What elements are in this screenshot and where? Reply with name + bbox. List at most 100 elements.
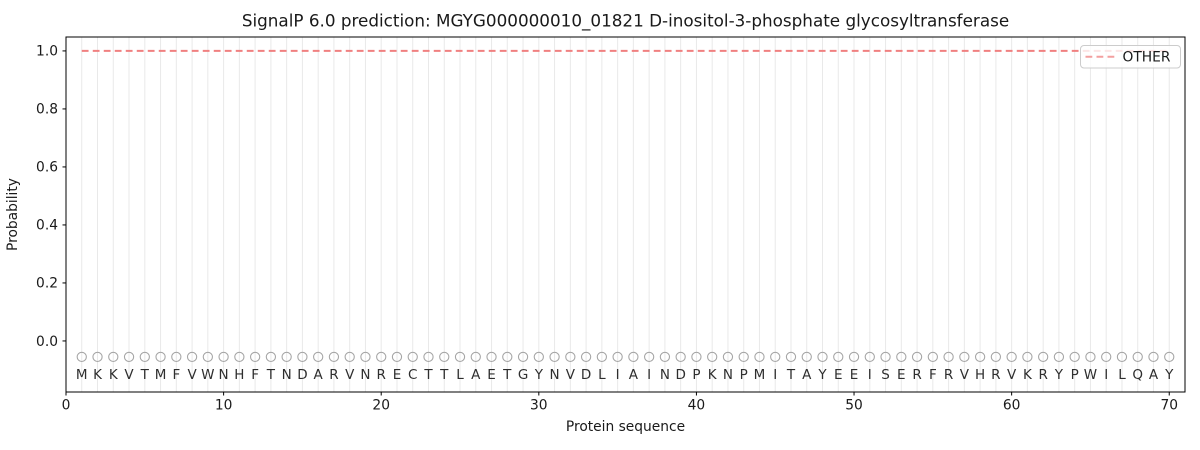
- sequence-letter: M: [155, 367, 167, 383]
- sequence-letter: K: [1023, 367, 1033, 383]
- sequence-letter: D: [675, 367, 685, 383]
- residue-marker: [454, 351, 466, 363]
- residue-marker: [754, 351, 765, 363]
- sequence-letter: M: [76, 367, 88, 383]
- residue-marker: [1053, 351, 1065, 363]
- residue-marker: [76, 351, 87, 363]
- sequence-letter: E: [850, 367, 859, 383]
- sequence-letter: A: [314, 367, 324, 383]
- residue-marker: [1164, 351, 1175, 363]
- residue-marker: [880, 351, 891, 363]
- sequence-letter: T: [423, 367, 433, 383]
- residue-marker: [313, 351, 324, 363]
- residue-marker: [92, 351, 103, 363]
- y-tick-label: 0.6: [36, 160, 58, 176]
- sequence-letter: A: [471, 367, 481, 383]
- residue-marker: [517, 351, 529, 363]
- sequence-letter: T: [786, 367, 796, 383]
- residue-marker: [896, 351, 907, 363]
- sequence-letter: L: [598, 367, 606, 383]
- sequence-letter: A: [629, 367, 639, 383]
- sequence-letter: T: [439, 367, 449, 383]
- sequence-letter: I: [1104, 367, 1108, 383]
- sequence-letter: T: [266, 367, 276, 383]
- residue-marker: [155, 351, 166, 363]
- plot-gridlines: [81, 37, 1170, 392]
- residue-marker: [249, 351, 261, 363]
- sequence-letter: L: [456, 367, 464, 383]
- sequence-letter: R: [1038, 367, 1047, 383]
- residue-marker: [1006, 351, 1017, 363]
- sequence-letter: R: [991, 367, 1000, 383]
- sequence-letter: K: [109, 367, 119, 383]
- sequence-letter: R: [377, 367, 386, 383]
- residue-marker: [139, 351, 150, 363]
- x-tick-label: 40: [688, 398, 706, 414]
- sequence-letter: A: [802, 367, 812, 383]
- residue-marker: [659, 351, 671, 363]
- sequence-letter: K: [708, 367, 718, 383]
- residue-marker: [848, 351, 860, 363]
- residue-marker: [612, 351, 623, 363]
- residue-marker: [439, 351, 450, 363]
- residue-marker: [911, 351, 923, 363]
- residue-marker: [1132, 351, 1143, 363]
- residue-marker: [691, 351, 702, 363]
- residue-marker: [565, 351, 576, 363]
- sequence-letter: Y: [534, 367, 544, 383]
- sequence-letter: L: [1118, 367, 1126, 383]
- sequence-letter: V: [960, 367, 970, 383]
- sequence-letter: T: [502, 367, 512, 383]
- plot-title: SignalP 6.0 prediction: MGYG000000010_01…: [242, 11, 1009, 32]
- residue-marker: [1022, 351, 1033, 363]
- residue-marker: [376, 351, 387, 363]
- residue-marker: [864, 351, 875, 363]
- sequence-letter: Y: [1054, 367, 1064, 383]
- residue-marker: [549, 351, 560, 363]
- sequence-letter: F: [251, 367, 259, 383]
- sequence-letter: W: [1084, 367, 1097, 383]
- residue-marker: [974, 351, 986, 363]
- sequence-letter: D: [581, 367, 591, 383]
- x-tick-label: 70: [1160, 398, 1178, 414]
- residue-marker: [391, 351, 403, 363]
- sequence-letter: N: [660, 367, 670, 383]
- sequence-letter: I: [773, 367, 777, 383]
- sequence-letter: N: [723, 367, 733, 383]
- sequence-letter: R: [329, 367, 338, 383]
- residue-markers: [76, 351, 1175, 363]
- residue-marker: [927, 351, 938, 363]
- residue-marker: [281, 351, 292, 363]
- residue-marker: [707, 351, 718, 363]
- residue-marker: [123, 351, 135, 363]
- residue-marker: [990, 351, 1002, 363]
- sequence-letter: I: [616, 367, 620, 383]
- y-axis-label: Probability: [5, 178, 21, 251]
- sequence-letter: N: [360, 367, 370, 383]
- legend: OTHER: [1080, 45, 1181, 69]
- x-tick-label: 30: [530, 398, 548, 414]
- residue-marker: [486, 351, 497, 363]
- legend-label-other: OTHER: [1123, 50, 1171, 66]
- sequence-letter: P: [740, 367, 748, 383]
- x-tick-label: 50: [845, 398, 863, 414]
- residue-marker: [1085, 351, 1096, 363]
- residue-marker: [502, 351, 513, 363]
- sequence-letter: F: [929, 367, 937, 383]
- sequence-letter: E: [834, 367, 843, 383]
- residue-marker: [643, 351, 655, 363]
- residue-marker: [628, 351, 639, 363]
- y-tick-label: 0.2: [36, 276, 58, 292]
- sequence-letter: I: [868, 367, 872, 383]
- residue-marker: [344, 351, 355, 363]
- x-tick-label: 20: [372, 398, 390, 414]
- residue-marker: [785, 351, 797, 363]
- residue-marker: [959, 351, 970, 363]
- x-axis-label: Protein sequence: [566, 419, 685, 435]
- residue-marker: [407, 351, 418, 363]
- sequence-letter: V: [187, 367, 197, 383]
- sequence-letter: N: [550, 367, 560, 383]
- residue-marker: [817, 351, 828, 363]
